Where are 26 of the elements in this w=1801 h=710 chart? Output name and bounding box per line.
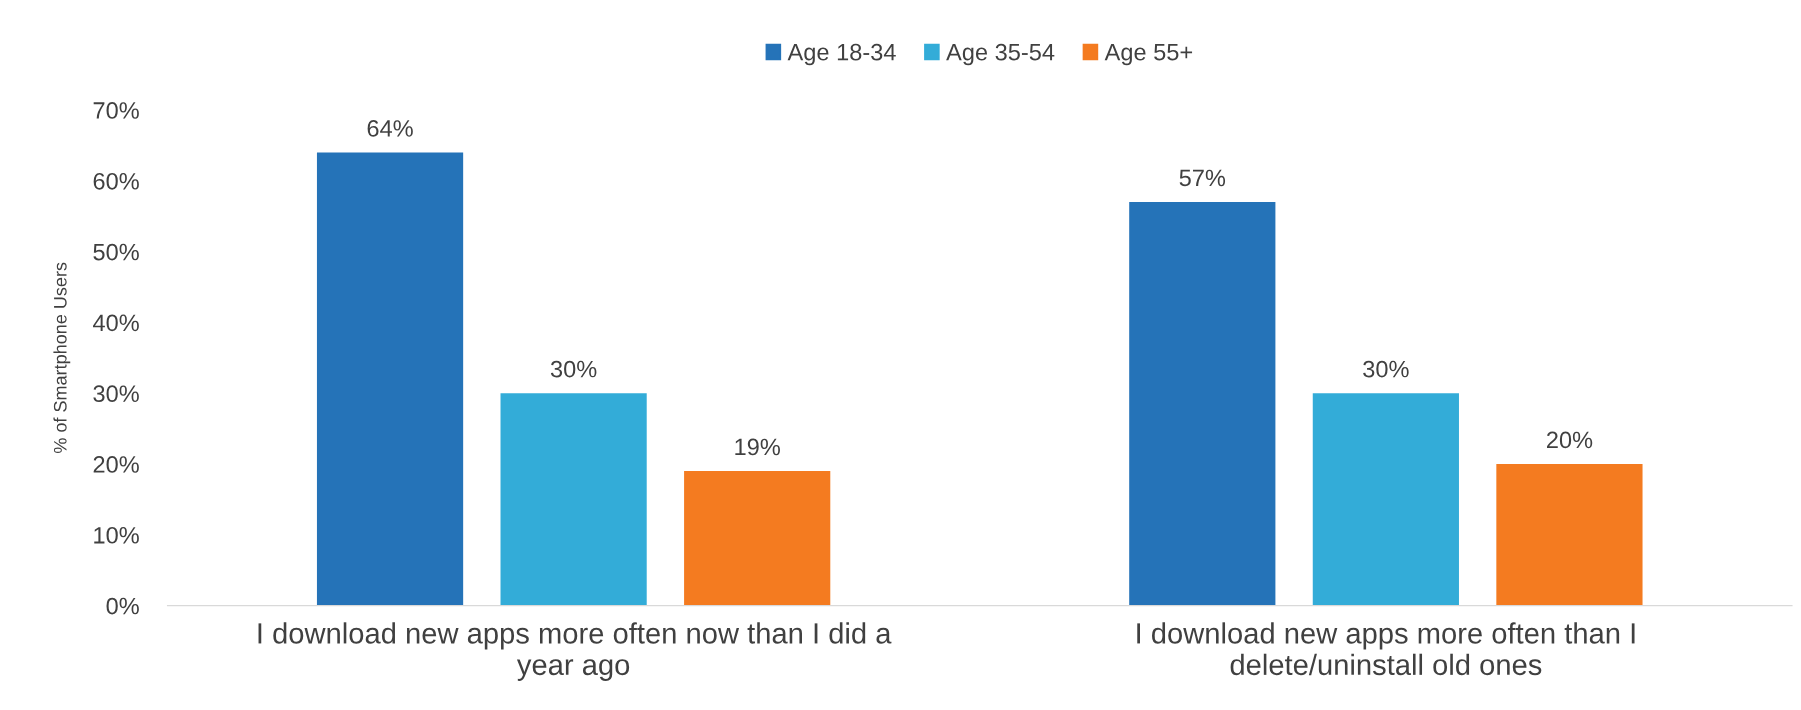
- bar: [684, 471, 831, 606]
- bar: [316, 152, 464, 606]
- y-tick-label: 30%: [93, 385, 139, 403]
- data-label: 30%: [550, 360, 597, 378]
- data-label: 30%: [1363, 360, 1409, 378]
- legend-label: Age 35-54: [946, 43, 1055, 66]
- bar: [1496, 464, 1643, 606]
- x-tick-label: I download new apps more often than I delete/uninstall old ones: [1137, 622, 1635, 676]
- y-tick-label: 40%: [93, 314, 139, 332]
- data-label: 19%: [735, 438, 780, 456]
- y-tick-label: 70%: [93, 102, 139, 119]
- y-tick-label: 20%: [93, 456, 139, 473]
- data-label: 64%: [367, 120, 413, 137]
- x-tick-label: I download new apps more often now than I did a year ago: [258, 622, 892, 681]
- legend-label: Age 18-34: [787, 43, 896, 66]
- bar: [1129, 202, 1276, 606]
- y-tick-label: 60%: [93, 172, 139, 190]
- y-tick-label: 0%: [106, 597, 139, 615]
- bar: [1312, 393, 1459, 606]
- y-tick-label: 10%: [94, 526, 139, 544]
- bar: [500, 393, 647, 606]
- legend-label: Age 55+: [1104, 44, 1193, 66]
- data-label: 20%: [1547, 431, 1593, 449]
- y-tick-label: 50%: [93, 243, 139, 261]
- y-axis-title: % of Smartphone Users: [53, 262, 71, 454]
- data-label: 57%: [1179, 169, 1226, 187]
